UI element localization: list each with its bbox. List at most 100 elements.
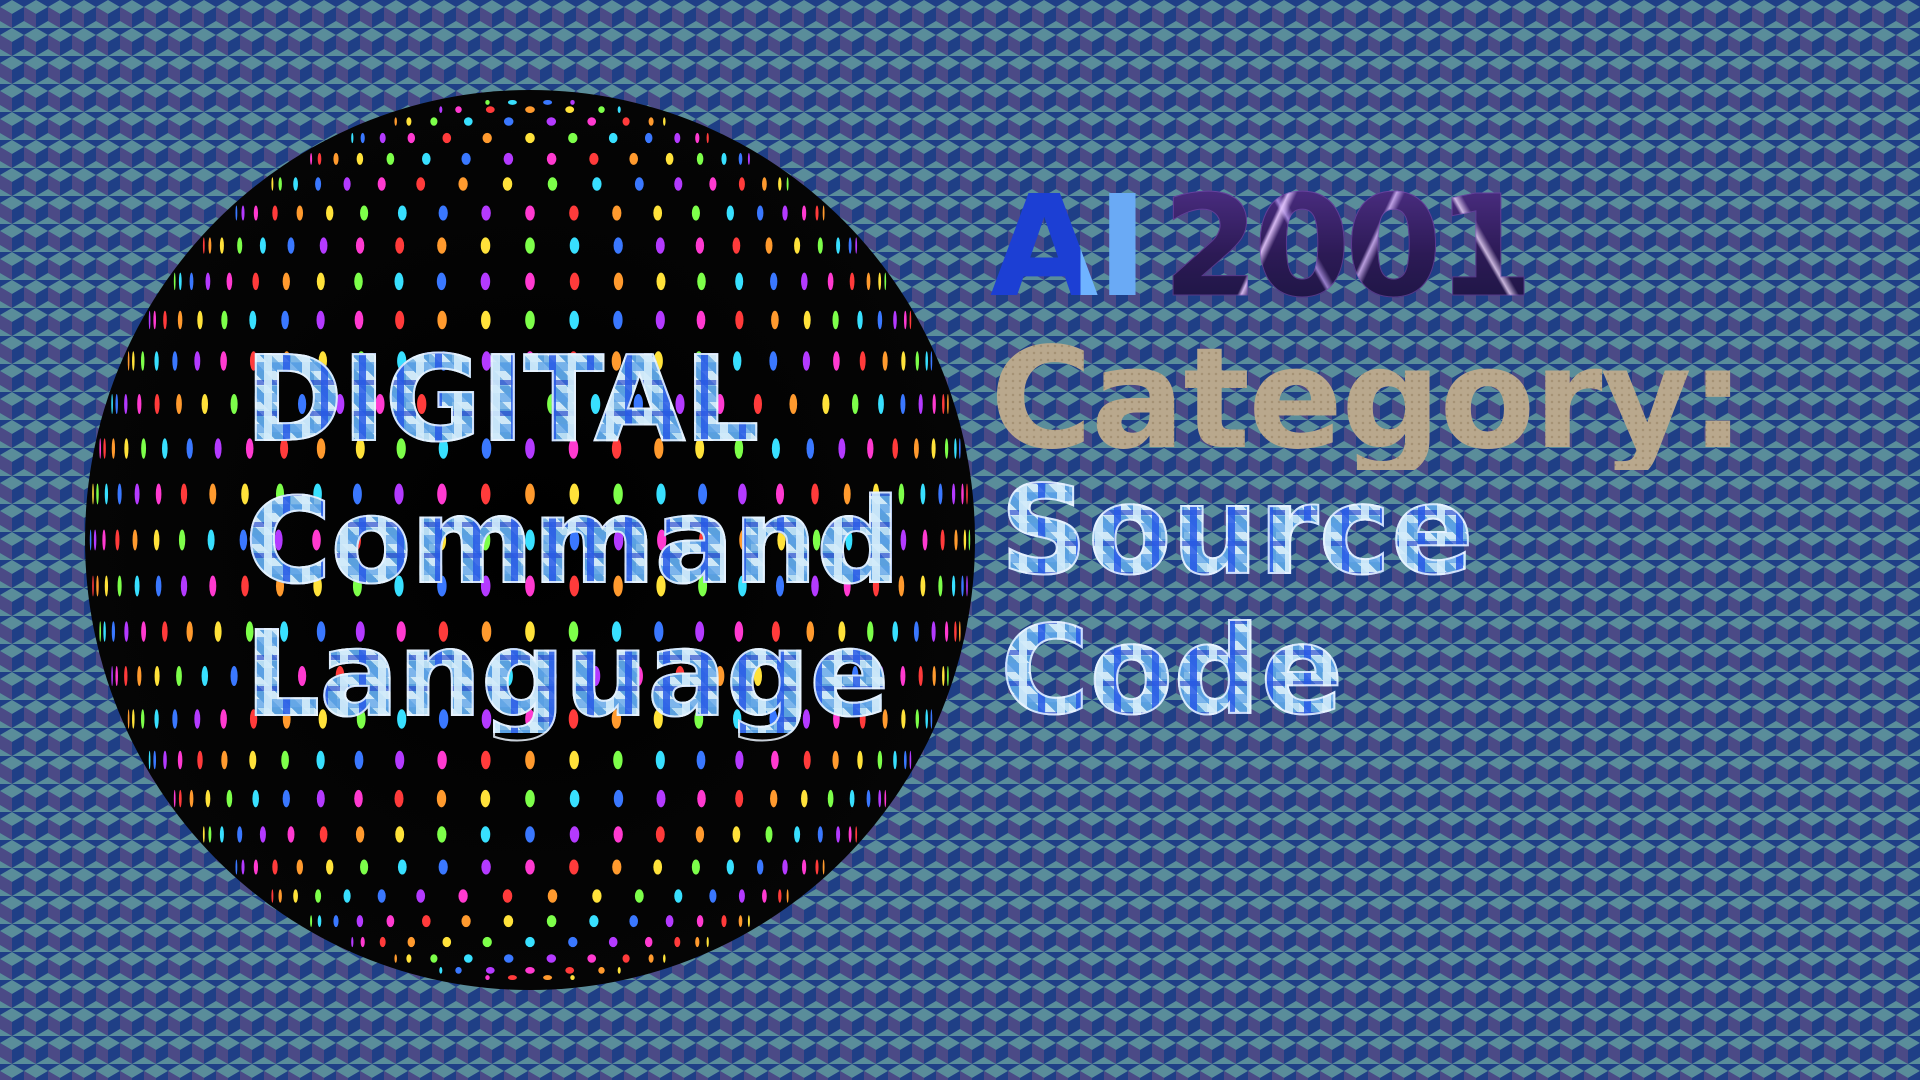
sphere-dot xyxy=(697,789,706,808)
sphere-dot xyxy=(438,859,448,875)
sphere-dot xyxy=(140,351,145,371)
sphere-dot xyxy=(931,438,936,459)
sphere-dot xyxy=(866,789,871,808)
sphere-dot xyxy=(696,310,706,330)
sphere-dot xyxy=(461,152,471,165)
sphere-dot xyxy=(569,859,579,875)
sphere-dot xyxy=(310,152,313,165)
sphere-dot xyxy=(503,117,514,126)
sphere-dot xyxy=(111,621,116,642)
sphere-dot xyxy=(822,205,825,221)
sphere-dot xyxy=(565,106,575,113)
sphere-dot xyxy=(525,826,535,843)
sphere-dot xyxy=(909,750,912,770)
sphere-dot xyxy=(180,575,188,597)
sphere-dot xyxy=(319,237,328,254)
sphere-dot xyxy=(674,132,681,144)
sphere-dot xyxy=(379,936,386,948)
sphere-dot xyxy=(99,438,102,459)
sphere-dot xyxy=(406,954,412,963)
sphere-dot xyxy=(177,750,183,770)
sphere-dot xyxy=(832,310,839,330)
sphere-dot xyxy=(132,351,135,371)
sphere-dot xyxy=(525,272,535,291)
sphere-dot xyxy=(153,310,157,330)
sphere-dot xyxy=(838,438,846,459)
sphere-dot xyxy=(598,106,605,113)
sphere-dot xyxy=(954,621,957,642)
sphere-dot xyxy=(612,859,622,875)
category-value-code: Code xyxy=(999,600,1344,742)
sphere-dot xyxy=(622,954,630,963)
sphere-dot xyxy=(801,205,807,221)
sphere-dot xyxy=(194,351,201,371)
sphere-dot xyxy=(507,99,517,105)
sphere-dot xyxy=(207,529,215,551)
sphere-dot xyxy=(570,975,575,981)
sphere-dot xyxy=(569,272,580,291)
sphere-dot xyxy=(617,967,621,974)
sphere-dot xyxy=(817,237,823,254)
sphere-dot xyxy=(913,621,919,642)
sphere-dot xyxy=(237,826,243,843)
sphere-dot xyxy=(968,529,971,551)
sphere-dot xyxy=(351,132,354,144)
sphere-dot xyxy=(360,132,365,144)
sphere-dot xyxy=(272,205,278,221)
sphere-dot xyxy=(354,750,364,770)
sphere-dot xyxy=(674,177,683,191)
sphere-dot xyxy=(379,132,386,144)
sphere-dot xyxy=(822,859,825,875)
sphere-dot xyxy=(226,789,233,808)
sphere-dot xyxy=(386,152,395,165)
sphere-dot xyxy=(706,132,709,144)
sphere-dot xyxy=(436,272,447,291)
sphere-dot xyxy=(706,936,709,948)
sphere-dot xyxy=(613,272,624,291)
sphere-dot xyxy=(111,393,113,415)
sphere-dot xyxy=(235,205,238,221)
sphere-dot xyxy=(482,132,492,144)
sphere-dot xyxy=(140,709,145,729)
sphere-dot xyxy=(480,272,491,291)
sphere-dot xyxy=(205,272,211,291)
category-label: Category: xyxy=(990,318,1746,481)
sphere-dot xyxy=(920,483,926,505)
sphere-dot xyxy=(395,750,405,770)
sphere-dot xyxy=(655,237,665,254)
sphere-dot xyxy=(726,205,734,221)
sphere-dot xyxy=(360,205,369,221)
sphere-dot xyxy=(738,889,745,903)
sphere-dot xyxy=(822,393,830,415)
sphere-dot xyxy=(482,936,492,948)
sphere-dot xyxy=(137,393,142,415)
sphere-dot xyxy=(963,529,967,551)
sphere-dot xyxy=(430,954,438,963)
sphere-dot xyxy=(801,789,808,808)
sphere-dot xyxy=(481,205,491,221)
sphere-dot xyxy=(893,310,897,330)
sphere-dot xyxy=(898,483,905,505)
sphere-dot xyxy=(801,272,808,291)
sphere-dot xyxy=(315,889,322,903)
sphere-dot xyxy=(463,954,473,963)
sphere-dot xyxy=(439,967,443,974)
sphere-dot xyxy=(214,621,222,642)
sphere-dot xyxy=(892,438,899,459)
sphere-dot xyxy=(770,272,778,291)
sphere-dot xyxy=(317,915,322,928)
sphere-dot xyxy=(141,438,147,459)
sphere-dot xyxy=(613,826,623,843)
sphere-dot xyxy=(458,177,468,191)
sphere-dot xyxy=(507,975,517,981)
sphere-dot xyxy=(592,177,602,191)
sphere-dot xyxy=(696,152,704,165)
sphere-dot xyxy=(189,272,194,291)
title-line-digital: DIGITAL xyxy=(244,330,760,468)
sphere-dot xyxy=(155,483,162,505)
sphere-dot xyxy=(463,117,473,126)
sphere-dot xyxy=(568,936,578,948)
sphere-dot xyxy=(855,237,858,254)
sphere-dot xyxy=(178,529,186,551)
sphere-dot xyxy=(111,665,113,687)
